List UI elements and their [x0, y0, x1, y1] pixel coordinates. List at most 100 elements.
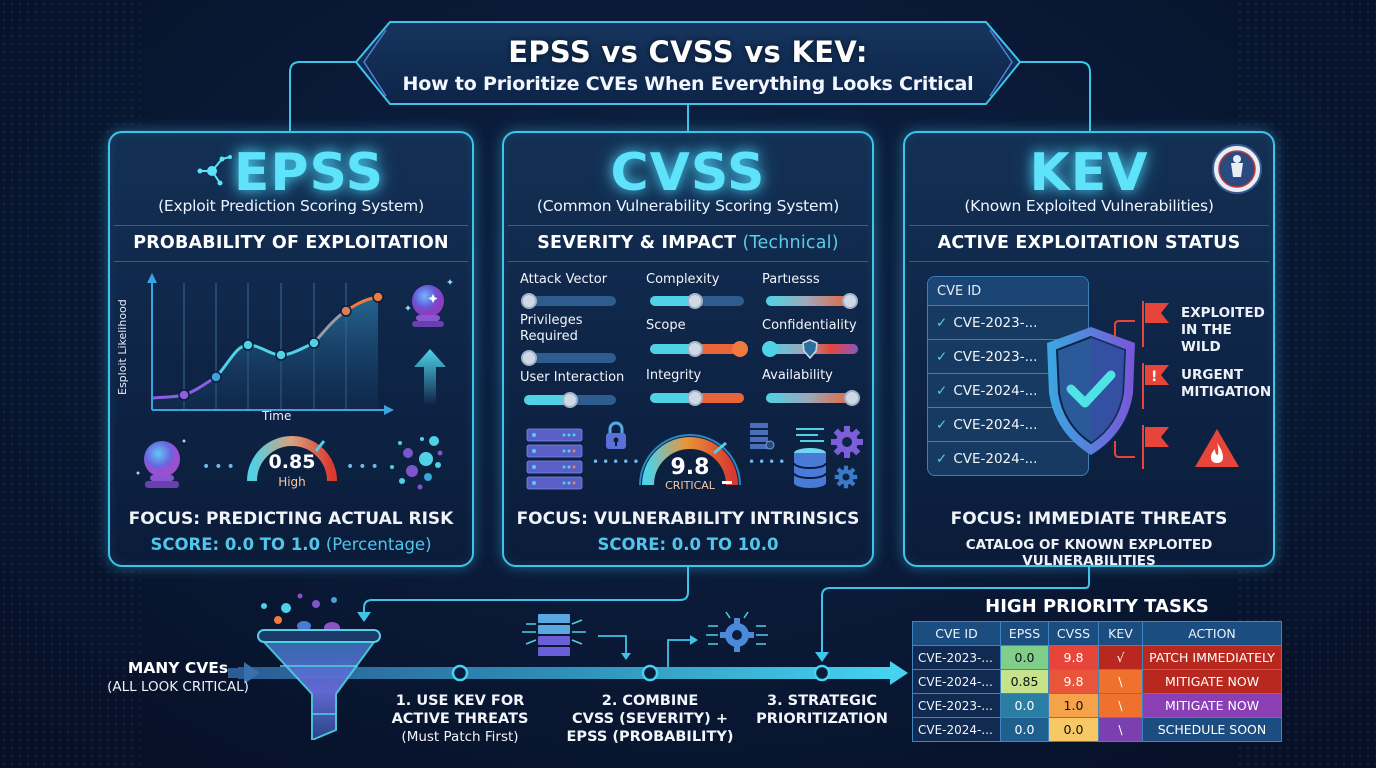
metric-label-availability: Availability	[762, 368, 833, 383]
particle-cluster-icon	[390, 436, 443, 490]
database-icon	[793, 428, 827, 488]
lock-icon	[606, 421, 626, 449]
divider	[909, 261, 1269, 262]
cell-kev: \	[1098, 693, 1143, 718]
cell-action: MITIGATE NOW	[1142, 693, 1282, 718]
check-icon: ✓	[936, 315, 948, 331]
slider-scope[interactable]	[650, 341, 748, 357]
flow-step-3: 3. STRATEGIC PRIORITIZATION	[744, 692, 900, 728]
chart-x-axis-label: Time	[262, 409, 292, 423]
slider-partiesss[interactable]	[766, 293, 858, 309]
slider-integrity[interactable]	[650, 390, 744, 406]
agency-seal-icon	[1212, 144, 1262, 194]
table-row[interactable]: CVE-2024-... 0.0 0.0 \ SCHEDULE SOON	[912, 717, 1282, 742]
exploit-likelihood-chart	[147, 273, 394, 415]
metric-label-scope: Scope	[646, 318, 686, 333]
kev-full-name: (Known Exploited Vulnerabilities)	[964, 197, 1214, 215]
step-label-line: 2. COMBINE	[601, 693, 699, 709]
epss-focus: FOCUS: PREDICTING ACTUAL RISK	[128, 509, 454, 529]
cell-epss: 0.0	[1000, 645, 1049, 670]
cell-epss: 0.85	[1000, 669, 1049, 694]
slider-user-interaction[interactable]	[524, 392, 616, 408]
metric-label-user-interaction: User Interaction	[520, 370, 625, 385]
cvss-full-name: (Common Vulnerability Scoring System)	[536, 197, 840, 215]
epss-gauge	[247, 436, 337, 482]
metric-label-integrity: Integrity	[646, 368, 702, 383]
check-icon: ✓	[936, 383, 948, 399]
flow-step-2: 2. COMBINE CVSS (SEVERITY) + EPSS (PROBA…	[564, 692, 736, 746]
kev-catalog: CATALOG OF KNOWN EXPLOITED VULNERABILITI…	[965, 537, 1213, 569]
chart-y-axis-label: Esploit Likelihood	[116, 299, 129, 395]
cell-kev: \	[1098, 669, 1143, 694]
kev-panel: KEV (Known Exploited Vulnerabilities) AC…	[903, 131, 1275, 569]
kev-list-item[interactable]: ✓ CVE-2024-...	[928, 374, 1088, 408]
step-label-line: 3. STRATEGIC	[767, 693, 877, 709]
cell-epss: 0.0	[1000, 693, 1049, 718]
column-header-action[interactable]: ACTION	[1142, 621, 1282, 646]
crystal-ball-icon	[405, 279, 453, 327]
epss-full-name: (Exploit Prediction Scoring System)	[158, 197, 424, 215]
divider	[508, 261, 868, 262]
kev-list-item[interactable]: ✓ CVE-2024-...	[928, 408, 1088, 442]
slider-complexity[interactable]	[650, 293, 744, 309]
cvss-heading-note: (Technical)	[742, 233, 839, 253]
check-icon: ✓	[936, 451, 948, 467]
column-header-cvss[interactable]: CVSS	[1048, 621, 1099, 646]
column-header-epss[interactable]: EPSS	[1000, 621, 1049, 646]
step-label-line: ACTIVE THREATS	[391, 711, 529, 727]
cell-cve-id: CVE-2023-...	[912, 693, 1001, 718]
slider-confidentiality[interactable]	[762, 339, 858, 359]
server-document-icon	[750, 423, 775, 450]
cell-action: SCHEDULE SOON	[1142, 717, 1282, 742]
cell-kev: √	[1098, 645, 1143, 670]
kev-heading: ACTIVE EXPLOITATION STATUS	[937, 233, 1241, 253]
cell-cvss: 9.8	[1048, 669, 1099, 694]
priority-table-title: HIGH PRIORITY TASKS	[985, 596, 1209, 617]
kev-focus: FOCUS: IMMEDIATE THREATS	[950, 509, 1228, 529]
table-row[interactable]: CVE-2023-... 0.0 1.0 \ MITIGATE NOW	[912, 693, 1282, 718]
slider-availability[interactable]	[766, 390, 860, 406]
input-label-note: (ALL LOOK CRITICAL)	[107, 679, 249, 695]
check-icon: ✓	[936, 349, 948, 365]
crystal-ball-icon	[136, 439, 186, 488]
cve-id: CVE-2024-...	[953, 383, 1038, 399]
server-network-icon	[522, 614, 586, 656]
cvss-gauge-value: 9.8	[670, 455, 710, 480]
cell-action: PATCH IMMEDIATELY	[1142, 645, 1282, 670]
divider	[114, 261, 468, 262]
column-header-cve-id[interactable]: CVE ID	[912, 621, 1001, 646]
page-title: EPSS vs CVSS vs KEV:	[508, 35, 868, 69]
step-label-line: CVSS (SEVERITY) +	[571, 711, 729, 727]
flag-label-line: IN THE WILD	[1181, 322, 1232, 355]
slider-attack-vector[interactable]	[520, 293, 616, 309]
slider-privileges-required[interactable]	[520, 350, 616, 366]
table-row[interactable]: CVE-2023-... 0.0 9.8 √ PATCH IMMEDIATELY	[912, 645, 1282, 670]
column-header-kev[interactable]: KEV	[1098, 621, 1143, 646]
kev-list-item[interactable]: ✓ CVE-2023-...	[928, 306, 1088, 340]
gear-icon	[831, 426, 863, 458]
cell-cve-id: CVE-2024-...	[912, 669, 1001, 694]
table-row[interactable]: CVE-2024-... 0.85 9.8 \ MITIGATE NOW	[912, 669, 1282, 694]
cvss-heading: SEVERITY & IMPACT (Technical)	[504, 233, 872, 253]
cvss-focus: FOCUS: VULNERABILITY INTRINSICS	[516, 509, 860, 529]
cell-cvss: 0.0	[1048, 717, 1099, 742]
divider	[508, 225, 868, 226]
cvss-gauge	[639, 434, 741, 486]
cve-id: CVE-2024-...	[953, 417, 1038, 433]
epss-gauge-label: High	[278, 475, 306, 489]
kev-list-header: CVE ID	[928, 277, 1088, 306]
confidentiality-min-marker	[762, 341, 778, 357]
epss-acronym: EPSS	[233, 143, 385, 203]
epss-gauge-value: 0.85	[268, 451, 316, 473]
metric-label-partiesss: Partıesss	[762, 272, 820, 287]
shield-check-icon	[1047, 327, 1135, 455]
table-header-row: CVE ID EPSS CVSS KEV ACTION	[912, 621, 1282, 646]
gear-icon	[834, 465, 858, 489]
kev-list-item[interactable]: ✓ CVE-2024-...	[928, 442, 1088, 476]
status-flags: !	[1114, 301, 1169, 469]
server-rack-icon	[526, 428, 583, 490]
flag-label-exploited: EXPLOITED IN THE WILD	[1181, 305, 1273, 356]
priority-table: CVE ID EPSS CVSS KEV ACTION CVE-2023-...…	[912, 621, 1282, 742]
cell-kev: \	[1098, 717, 1143, 742]
kev-list-item[interactable]: ✓ CVE-2023-...	[928, 340, 1088, 374]
